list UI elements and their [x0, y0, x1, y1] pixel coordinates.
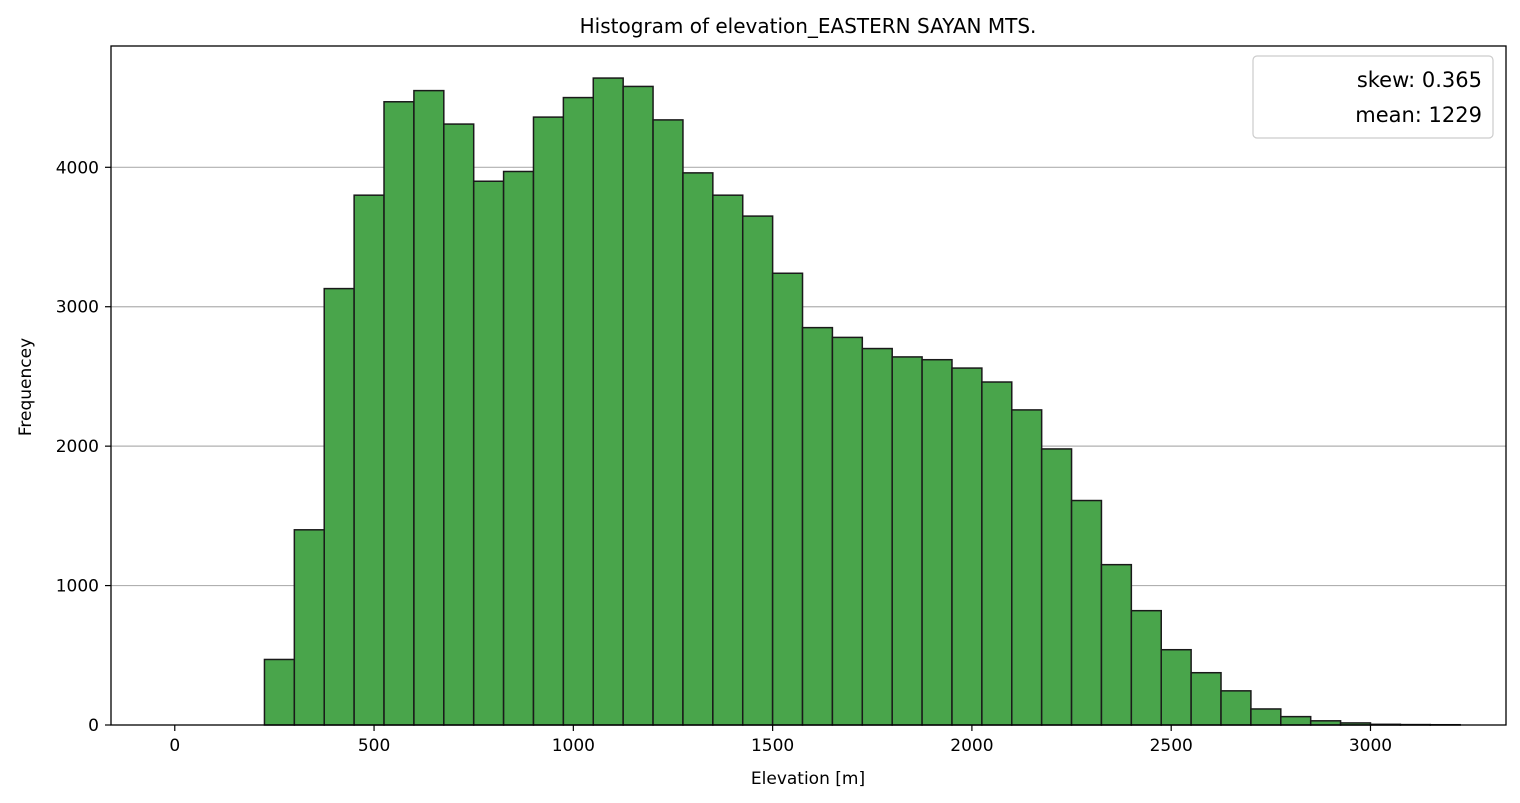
y-tick-label-4: 4000 — [56, 158, 99, 178]
histogram-bar-20 — [771, 272, 804, 726]
histogram-bar-24 — [891, 356, 923, 726]
y-tick-label-3: 3000 — [56, 298, 99, 318]
histogram-bar-10 — [472, 180, 505, 726]
y-tick-label-1: 1000 — [56, 577, 99, 597]
x-axis-title: Elevation [m] — [751, 769, 865, 789]
y-axis-ticks: 0 1000 2000 3000 4000 — [56, 158, 111, 736]
x-tick-label-0: 0 — [169, 736, 180, 756]
chart-title: Histogram of elevation_EASTERN SAYAN MTS… — [580, 14, 1037, 38]
histogram-bar-28 — [1011, 409, 1043, 726]
histogram-bar-27 — [981, 381, 1013, 726]
y-tick-label-0: 0 — [88, 716, 99, 736]
histogram-bar-14 — [592, 77, 624, 726]
histogram-bar-13 — [562, 96, 595, 726]
x-tick-label-3: 1500 — [751, 736, 794, 756]
y-tick-label-2: 2000 — [56, 437, 99, 457]
x-tick-label-2: 1000 — [552, 736, 595, 756]
histogram-bar-36 — [1250, 708, 1282, 726]
histogram-bar-31 — [1100, 563, 1133, 726]
histogram-bar-17 — [682, 172, 714, 726]
histogram-bar-21 — [801, 326, 834, 726]
legend-mean: mean: 1229 — [1355, 103, 1482, 127]
histogram-bar-34 — [1190, 671, 1222, 726]
legend: skew: 0.365 mean: 1229 — [1252, 55, 1494, 139]
histogram-bars — [263, 77, 1461, 726]
y-axis-title: Frequencey — [16, 338, 36, 436]
histogram-bar-15 — [622, 85, 654, 726]
histogram-bar-4 — [293, 529, 325, 726]
histogram-bar-37 — [1280, 715, 1312, 726]
x-axis-ticks: 0 500 1000 1500 2000 2500 3000 — [169, 725, 1392, 756]
histogram-bar-22 — [831, 336, 864, 726]
x-tick-label-1: 500 — [358, 736, 390, 756]
x-tick-label-5: 2500 — [1150, 736, 1193, 756]
histogram-bar-33 — [1160, 648, 1192, 726]
histogram-bar-25 — [921, 358, 953, 726]
histogram-bar-18 — [712, 194, 744, 726]
histogram-bar-3 — [263, 658, 296, 726]
histogram-bar-19 — [741, 215, 774, 726]
histogram-bar-30 — [1070, 499, 1103, 726]
histogram-bar-11 — [502, 170, 535, 726]
histogram-bar-6 — [353, 194, 385, 726]
legend-skew: skew: 0.365 — [1357, 68, 1482, 92]
histogram-bar-12 — [532, 116, 565, 726]
histogram-bar-29 — [1040, 448, 1073, 726]
histogram-bar-32 — [1130, 609, 1162, 726]
x-tick-label-4: 2000 — [950, 736, 993, 756]
histogram-bar-23 — [861, 347, 893, 726]
histogram-bar-7 — [383, 101, 415, 726]
histogram-bar-5 — [323, 287, 355, 726]
x-tick-label-6: 3000 — [1349, 736, 1392, 756]
histogram-bar-8 — [413, 89, 445, 726]
histogram-bar-35 — [1220, 690, 1252, 726]
legend-box — [1252, 55, 1494, 139]
histogram-bar-26 — [951, 367, 983, 726]
plot-frame — [110, 45, 1507, 726]
histogram-bar-9 — [443, 123, 475, 726]
histogram-bar-16 — [652, 119, 684, 726]
